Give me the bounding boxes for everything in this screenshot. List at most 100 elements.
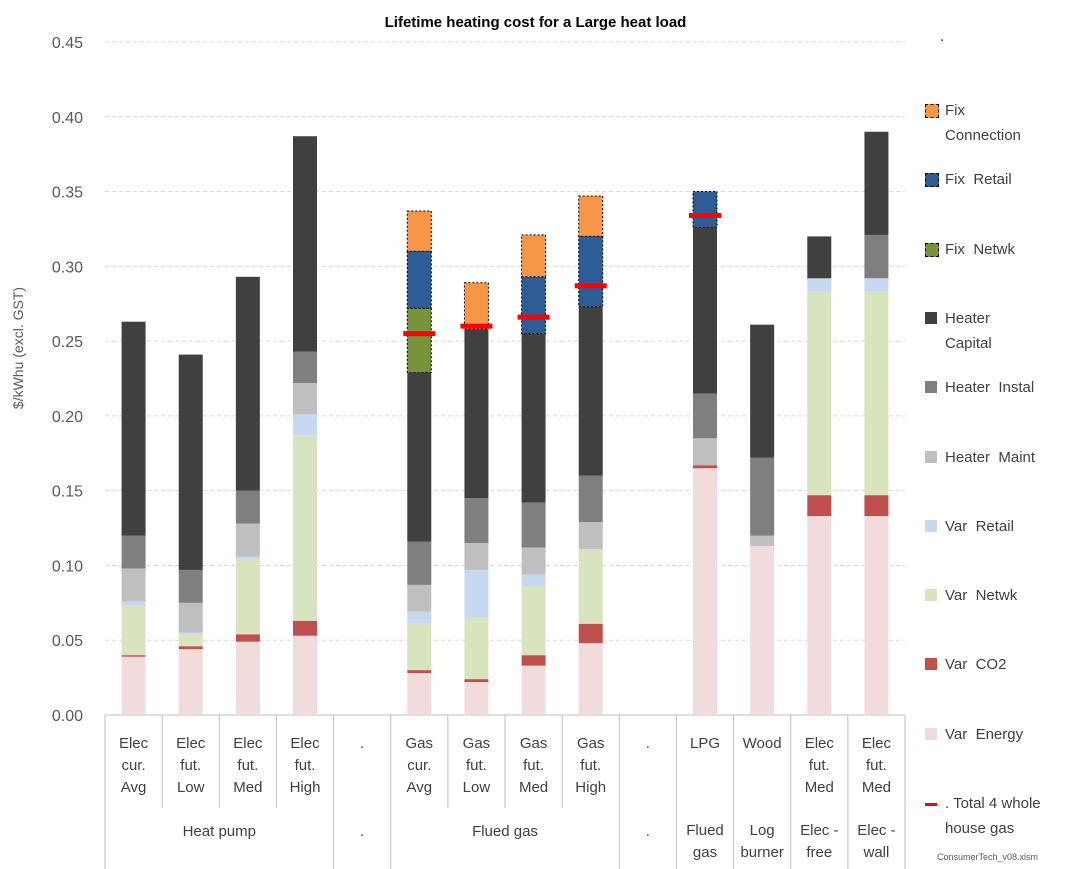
legend-swatch [925,104,939,118]
bar-segment [464,617,489,680]
legend-label: Var Netwk [945,583,1065,608]
category-label: . [646,735,650,752]
y-tick-label: 0.15 [52,484,83,501]
legend-label: Var Energy [945,722,1065,747]
category-label: High [290,779,321,796]
category-label: fut. [809,757,830,774]
bar-segment [807,278,832,292]
legend-label-line: Capital [945,334,992,352]
category-label: Low [463,779,491,796]
category-label: Elec [119,735,149,752]
category-label: Elec [176,735,206,752]
bar-segment [750,535,775,547]
group-label: . [360,823,364,840]
bar-segment [293,414,317,436]
legend-swatch [925,589,937,602]
category-label: Elec [290,735,320,752]
bar-segment [293,620,317,636]
bar-segment [692,191,718,228]
bar-segment [464,498,489,544]
group-label: wall [863,844,890,861]
bar-segment [121,655,146,657]
legend-swatch [925,242,939,257]
total-marker [689,212,721,218]
y-tick-label: 0.10 [52,558,83,575]
bar-segment [235,641,260,715]
bar-segment [807,516,832,715]
category-label: Elec [233,735,263,752]
bar-segment [407,541,432,585]
legend-label-line: Fix Retail [945,171,1012,189]
bar-segment [693,468,717,715]
bar-segment [521,665,546,715]
bar-segment [578,623,603,644]
legend-label: Fix Netwk [945,237,1065,262]
bar-segment [750,457,775,536]
category-label: Med [805,779,834,796]
bar-segment [807,495,832,517]
bar-segment [578,195,604,237]
legend-swatch [925,727,937,740]
bar-segment [293,435,317,621]
legend-swatch [925,173,939,188]
category-label: . [360,735,364,752]
category-label: fut. [466,757,487,774]
bar-segment [693,227,717,394]
legend-label-line: Connection [945,127,1021,144]
bar-segment [521,547,546,575]
bar-segment [807,291,832,496]
legend-label-line: . Total 4 whole [945,795,1041,812]
category-label: fut. [237,757,258,774]
legend-label: Heater Maint [945,445,1065,470]
bar-segment [293,136,317,352]
bar-segment [407,670,432,674]
category-label: Med [519,779,548,796]
bar-segment [293,382,317,415]
legend-swatch [925,450,937,463]
bar-segment [293,351,317,383]
bar-segment [121,656,146,715]
category-label: fut. [180,757,201,774]
bar-segment [864,234,889,279]
bar-segment [178,634,203,647]
category-label: fut. [295,757,316,774]
group-label: Flued [686,822,724,839]
category-label: Avg [121,779,147,796]
legend-label: . Total 4 whole house gas [945,791,1065,841]
legend-label: Fix Connection [945,98,1065,148]
group-label: gas [693,844,717,861]
legend-label-line: Heater [945,309,991,327]
category-label: LPG [690,735,720,752]
y-tick-label: 0.30 [52,259,83,276]
bar-segment [693,393,717,439]
legend-label-line: Fix [945,102,965,119]
legend-label-line: Fix Netwk [945,240,1016,258]
y-tick-label: 0.35 [52,185,83,202]
y-tick-label: 0.00 [52,708,83,725]
group-label: Elec - [800,822,838,839]
total-marker [460,323,493,329]
category-label: Low [177,779,205,796]
y-tick-label: 0.40 [52,110,83,127]
category-label: cur. [121,757,145,774]
bar-segment [235,523,260,557]
bar-segment [235,276,260,491]
group-label: Elec - [857,822,895,839]
bar-segment [521,586,546,656]
bar-segment [407,611,432,624]
bar-segment [178,602,203,633]
legend-label: Heater Capital [945,306,1065,356]
bar-segment [521,276,547,335]
bar-segment [178,632,203,635]
category-label: fut. [523,757,544,774]
bar-segment [178,569,203,603]
bar-segment [464,569,489,618]
category-label: Elec [805,735,835,752]
file-footnote: ConsumerTech_v08.xlsm [937,852,1039,862]
y-tick-label: 0.20 [52,409,83,426]
bar-segment [121,535,146,569]
category-label: High [575,779,606,796]
bar-segment [121,601,146,606]
group-label: Log [750,822,775,839]
group-label: free [806,844,832,861]
